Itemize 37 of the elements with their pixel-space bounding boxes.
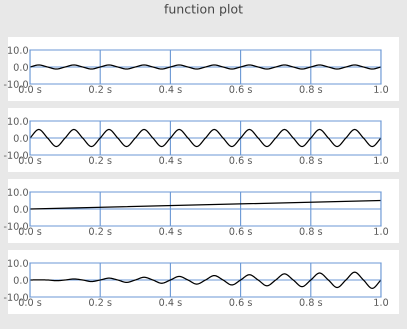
x-tick-label: 1.0 [374, 228, 388, 235]
x-tick-label: 0.6 s [229, 298, 252, 306]
y-tick-label: 0.0 [14, 134, 28, 142]
y-tick-label: 10.0 [8, 188, 28, 196]
x-tick-label: 0.0 s [18, 156, 42, 164]
x-tick-label: 0.4 s [159, 156, 182, 164]
y-tick-label: 0.0 [14, 63, 28, 71]
x-tick-label: 0.6 s [229, 156, 252, 164]
y-tick-label: 0.0 [14, 205, 28, 213]
x-tick-label: 0.2 s [89, 298, 112, 306]
x-tick-label: 0.6 s [229, 86, 252, 93]
x-tick-label: 0.2 s [89, 86, 112, 93]
x-tick-label: 0.0 s [18, 86, 42, 93]
y-tick-label: -10.0 [4, 151, 28, 159]
y-tick-label: -10.0 [4, 80, 28, 88]
x-tick-label: 0.4 s [159, 298, 182, 306]
x-tick-label: 0.6 s [229, 228, 252, 235]
x-tick-label: 0.8 s [300, 156, 322, 164]
x-tick-label: 0.0 s [18, 228, 42, 235]
y-tick-label: 10.0 [8, 259, 28, 267]
x-tick-label: 0.0 s [18, 298, 42, 306]
y-tick-label: 0.0 [14, 276, 28, 284]
x-tick-label: 0.4 s [159, 86, 182, 93]
y-tick-label: -10.0 [4, 222, 28, 230]
x-tick-label: 1.0 [374, 86, 388, 93]
x-tick-label: 0.8 s [300, 86, 322, 93]
y-tick-label: -10.0 [4, 293, 28, 301]
y-tick-label: 10.0 [8, 46, 28, 54]
x-tick-label: 0.8 s [300, 228, 322, 235]
chart-title: function plot [164, 4, 243, 16]
x-tick-label: 0.2 s [89, 228, 112, 235]
x-tick-label: 1.0 [374, 298, 388, 306]
y-tick-label: 10.0 [8, 117, 28, 125]
x-tick-label: 0.4 s [159, 228, 182, 235]
x-tick-label: 0.8 s [300, 298, 322, 306]
x-tick-label: 0.2 s [89, 156, 112, 164]
x-tick-label: 1.0 [374, 156, 388, 164]
